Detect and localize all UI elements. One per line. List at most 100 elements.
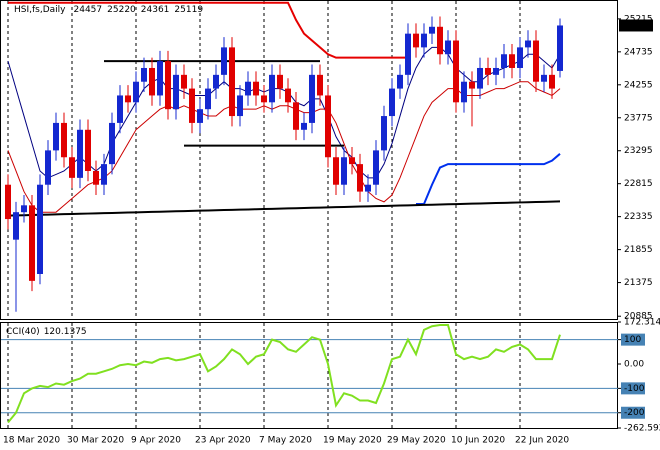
level-label-box [621, 333, 645, 346]
candle-body [469, 81, 475, 89]
x-tick-label: 23 Apr 2020 [195, 436, 251, 446]
candle-body [349, 157, 355, 165]
y-tick-label: 23295 [624, 146, 653, 156]
candle-body [517, 47, 523, 68]
y-tick-label: -200 [624, 408, 645, 418]
candle-body [181, 74, 187, 89]
y-tick-label: -262.5921 [624, 424, 660, 434]
candle-body [309, 74, 315, 123]
candle-body [117, 95, 123, 123]
low-value: 24361 [141, 5, 170, 15]
cci-value: 120.1375 [44, 327, 87, 337]
high-value: 25220 [107, 5, 136, 15]
candle-body [317, 74, 323, 96]
candle-body [85, 129, 91, 171]
x-tick-label: 9 Apr 2020 [131, 436, 181, 446]
candle-body [325, 95, 331, 158]
y-tick-label: 21855 [624, 245, 653, 255]
price-tag-label: 25119 [622, 21, 651, 31]
candle-body [29, 205, 35, 281]
candle-body [389, 88, 395, 117]
candle-body [101, 164, 107, 185]
level-label-box [621, 406, 645, 419]
candle-body [493, 67, 499, 75]
candle-body [229, 47, 235, 117]
candle-body [261, 95, 267, 103]
y-tick-label: 23775 [624, 113, 653, 123]
candle-body [541, 74, 547, 82]
candle-body [285, 88, 291, 103]
y-tick-label: 22335 [624, 212, 653, 222]
x-tick-label: 22 Jun 2020 [515, 436, 569, 446]
open-value: 24457 [74, 5, 103, 15]
candle-body [381, 116, 387, 151]
candle-body [237, 95, 243, 117]
x-tick-label: 30 Mar 2020 [67, 436, 124, 446]
candle-body [197, 109, 203, 123]
candle-body [429, 26, 435, 34]
candle-body [213, 74, 219, 89]
candle-body [477, 67, 483, 89]
chart-title: HSI,fs,Daily [14, 5, 66, 15]
candle-body [397, 74, 403, 89]
candle-body [141, 67, 147, 82]
candle-body [21, 205, 27, 213]
candle-body [549, 74, 555, 89]
candle-body [157, 61, 163, 96]
candle-body [189, 88, 195, 123]
level-label-box [621, 382, 645, 395]
candle-body [221, 47, 227, 75]
y-tick-label: 22815 [624, 179, 653, 189]
y-tick-label: 172.3149 [624, 318, 660, 328]
x-tick-label: 7 May 2020 [259, 436, 312, 446]
candle-body [365, 184, 371, 192]
candle-body [413, 33, 419, 48]
candle-body [293, 102, 299, 130]
candle-body [509, 54, 515, 68]
main-panel [0, 0, 618, 320]
candle-body [461, 81, 467, 103]
cci-panel [0, 322, 618, 429]
candle-body [557, 25, 563, 71]
candle-body [485, 67, 491, 75]
candle-body [277, 74, 283, 89]
cci-title: CCI(40) [6, 327, 40, 337]
candle-body [45, 150, 51, 185]
candle-body [133, 81, 139, 103]
candle-body [437, 26, 443, 55]
candle-body [421, 33, 427, 48]
y-tick-label: 20885 [624, 312, 653, 322]
candle-body [149, 67, 155, 96]
candle-body [109, 122, 115, 165]
candle-body [341, 157, 347, 185]
candle-body [205, 88, 211, 110]
candle-body [501, 54, 507, 68]
x-tick-label: 19 May 2020 [323, 436, 382, 446]
price-tag [619, 19, 653, 32]
line-series [7, 81, 561, 213]
candle-body [525, 40, 531, 48]
line-series [7, 324, 561, 424]
y-tick-label: 100 [624, 335, 641, 345]
candle-body [93, 170, 99, 185]
candle-body [445, 40, 451, 55]
y-tick-label: 24255 [624, 80, 653, 90]
candle-body [61, 122, 67, 158]
candle-body [69, 157, 75, 178]
candle-body [13, 212, 19, 240]
y-tick-label: 0.00 [624, 359, 644, 369]
y-tick-label: 24735 [624, 47, 653, 57]
candle-body [301, 122, 307, 130]
candle-body [357, 164, 363, 192]
candle-body [405, 33, 411, 75]
line-series [7, 200, 561, 217]
candle-body [37, 184, 43, 274]
y-tick-label: -100 [624, 384, 645, 394]
line-series [7, 46, 561, 179]
candle-body [53, 122, 59, 151]
line-series [8, 1, 408, 59]
line-series [416, 153, 561, 205]
y-tick-label: 21375 [624, 278, 653, 288]
candle-body [165, 61, 171, 110]
